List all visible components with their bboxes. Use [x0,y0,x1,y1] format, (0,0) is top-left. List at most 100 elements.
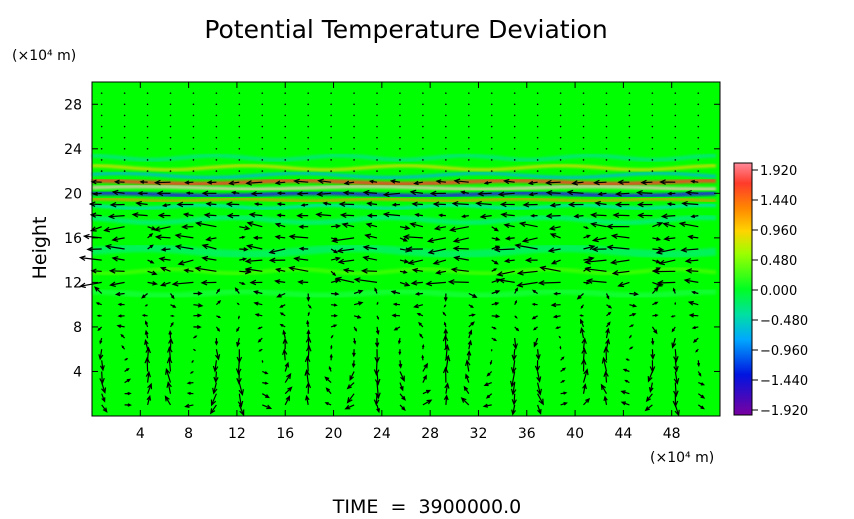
velocity-arrow [629,291,639,297]
velocity-arrow [614,201,630,208]
velocity-arrow [516,281,538,288]
vector-dot [582,114,585,117]
vector-dot [123,92,126,94]
velocity-arrow [687,234,699,240]
velocity-arrow [449,226,469,233]
vector-dot [628,125,631,128]
velocity-arrow [144,304,148,307]
vector-dot [468,92,470,94]
vector-dot [330,114,332,117]
velocity-arrow [145,346,151,361]
vector-dot [422,148,424,150]
velocity-arrow [160,281,171,287]
velocity-arrow [254,313,263,317]
velocity-arrow [239,225,251,231]
velocity-arrow [168,337,174,350]
velocity-arrow [429,190,446,197]
vector-dot [536,170,539,172]
vector-dot [445,136,447,139]
velocity-arrow [419,333,424,339]
plot-frame [91,81,721,417]
velocity-arrow [447,279,469,285]
velocity-arrow [117,302,125,307]
velocity-arrow [276,191,286,196]
velocity-arrow [435,179,446,184]
vector-dot [307,114,309,117]
velocity-arrow [339,212,355,219]
temperature-band [91,197,717,203]
temperature-band [91,215,717,226]
velocity-arrow [510,371,516,388]
velocity-arrow [466,349,472,361]
velocity-arrow [124,378,132,384]
vector-dot [192,136,195,139]
velocity-arrow [205,201,217,207]
vector-dot [422,92,424,94]
velocity-arrow [374,338,380,348]
vector-dot [513,170,516,172]
vector-dot [238,92,241,94]
velocity-arrow [499,201,515,208]
velocity-arrow [683,278,699,284]
velocity-arrow [491,314,501,319]
velocity-arrow [695,348,699,353]
y-tick-label: 4 [73,364,82,380]
velocity-arrow [559,345,562,350]
velocity-arrow [673,371,680,385]
velocity-arrow [353,277,378,283]
velocity-arrow [338,201,355,207]
velocity-arrow [593,179,607,186]
vector-dot [146,125,149,128]
velocity-arrow [262,381,269,385]
vector-dot [559,92,562,94]
velocity-arrow [537,393,544,406]
velocity-arrow [399,281,411,287]
velocity-arrow [649,360,656,373]
velocity-arrow [253,202,263,207]
velocity-arrow [193,335,198,339]
velocity-arrow [422,389,432,395]
vector-dot [307,103,309,106]
velocity-arrow [353,326,358,332]
velocity-arrow [262,404,273,410]
velocity-arrow [407,259,424,265]
velocity-arrow [109,201,125,208]
velocity-arrow [399,404,406,411]
velocity-arrow [666,202,676,207]
velocity-arrow [426,237,447,244]
vector-dot [468,114,470,117]
velocity-arrow [579,326,585,339]
velocity-arrow [656,280,676,286]
velocity-arrow [536,382,542,396]
velocity-arrow [146,394,152,406]
vector-dot [605,148,608,150]
velocity-arrow [117,314,125,318]
velocity-arrow [341,222,355,228]
vector-dot [238,170,241,172]
velocity-arrow [261,360,264,364]
vector-dot [422,136,424,139]
velocity-arrow [78,255,102,262]
vector-dot [238,125,241,128]
velocity-arrow [352,349,356,358]
velocity-arrow [650,349,656,360]
velocity-arrow [170,314,175,317]
velocity-arrow [673,382,679,398]
velocity-arrow [531,315,538,320]
velocity-arrow [161,203,171,208]
velocity-arrow [399,225,411,231]
temperature-band [91,172,717,179]
velocity-arrow [671,326,676,333]
velocity-arrow [397,337,401,345]
velocity-arrow [156,190,171,197]
velocity-arrow [201,255,217,262]
velocity-arrow [166,356,173,372]
velocity-arrow [468,329,473,339]
vector-dot [307,159,309,161]
velocity-arrow [491,290,501,295]
velocity-arrow [368,179,378,184]
vector-dot [261,125,264,128]
velocity-arrow [144,356,151,372]
colorbar-label: 0.960 [760,224,797,239]
velocity-arrow [228,180,240,186]
